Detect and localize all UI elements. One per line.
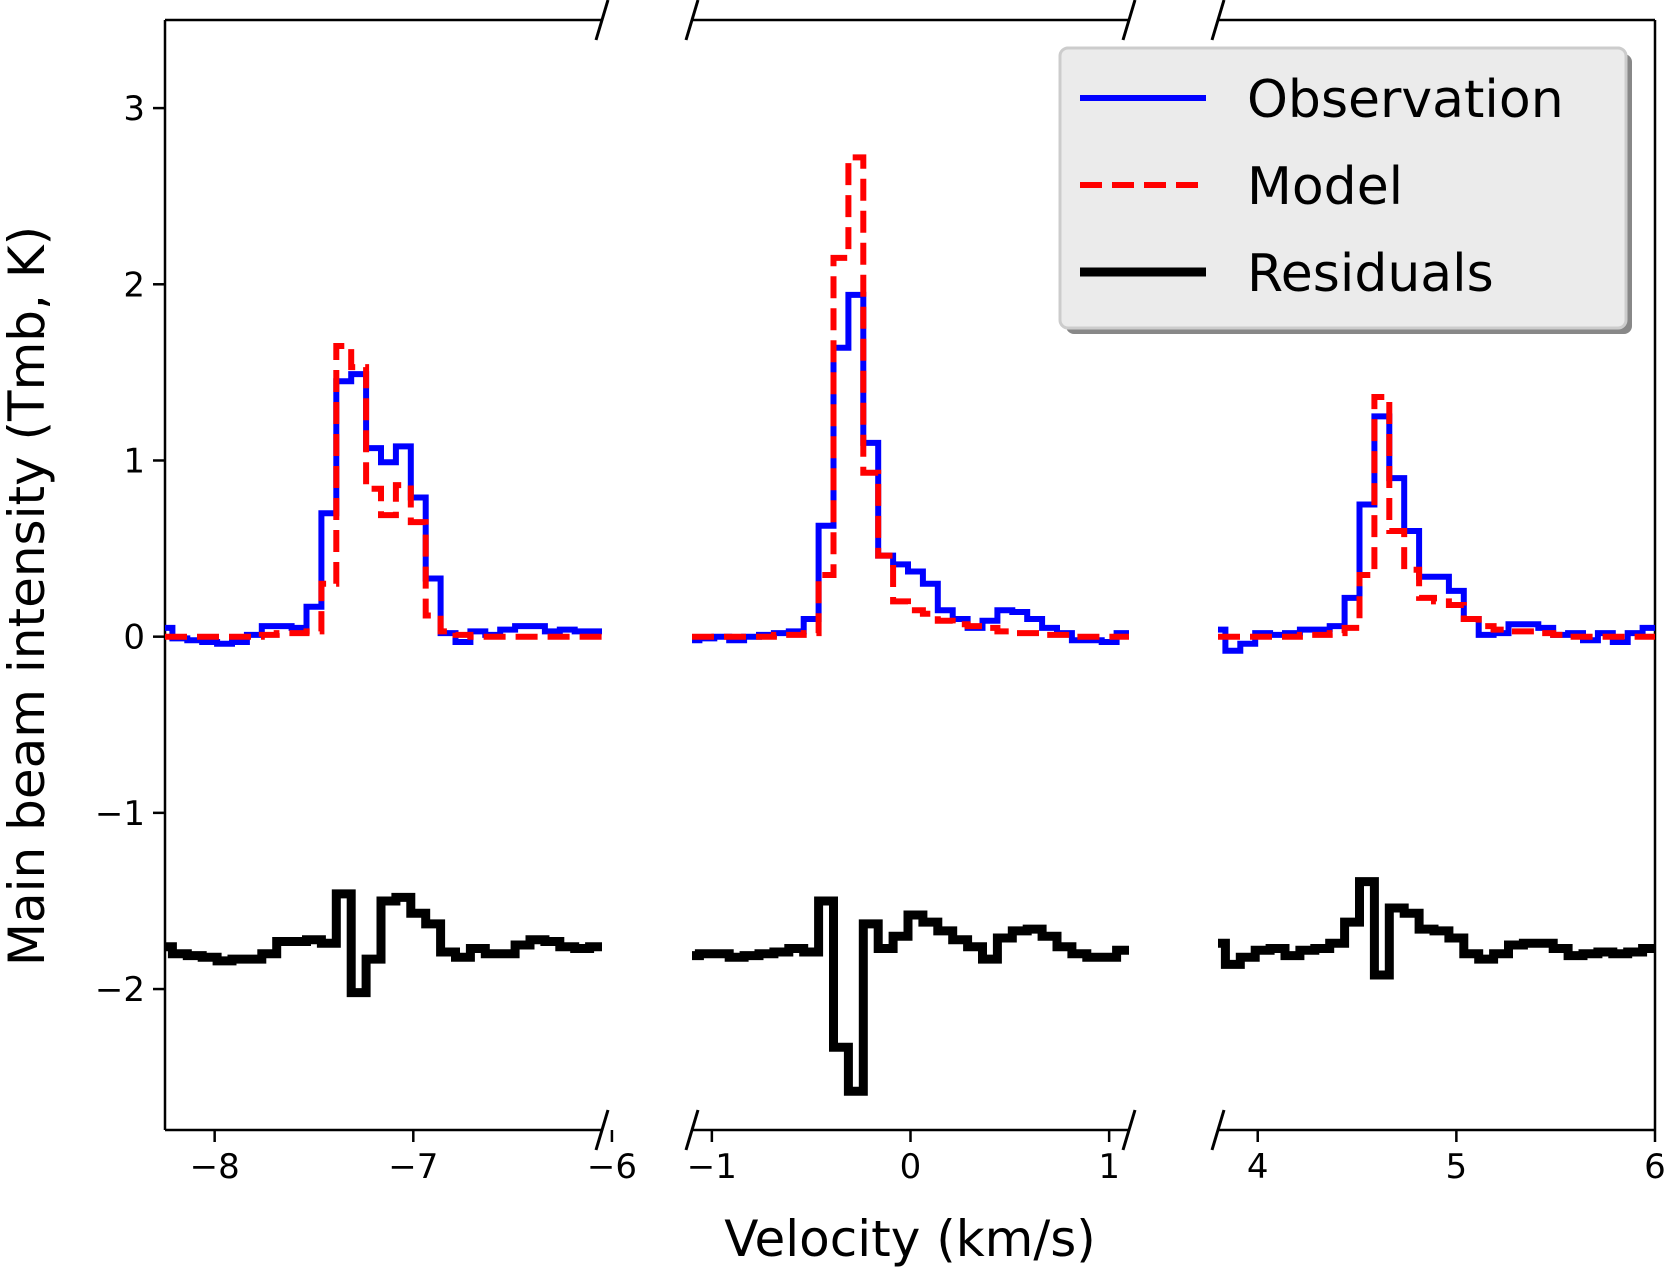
- axis-break-mark: [1121, 0, 1137, 41]
- axis-break-mark: [684, 0, 700, 41]
- x-tick-label: 0: [900, 1147, 922, 1187]
- y-tick-label: 1: [123, 441, 145, 481]
- y-axis: −2 −1 0 1 2 3: [95, 89, 165, 1010]
- panel-3: 4 5 6: [1210, 0, 1665, 1187]
- legend: Observation Model Residuals: [1058, 46, 1632, 334]
- x-tick-label: 4: [1247, 1147, 1269, 1187]
- y-axis-title: Main beam intensity (Tmb, K): [0, 226, 56, 966]
- x-tick-label: 5: [1446, 1147, 1468, 1187]
- y-tick-label: 2: [123, 265, 145, 305]
- residuals-series-line: [165, 889, 602, 998]
- x-tick-label: −1: [687, 1147, 737, 1187]
- residuals-series-line: [1218, 877, 1655, 980]
- x-tick-label: 1: [1098, 1147, 1120, 1187]
- x-tick-label: 6: [1644, 1147, 1665, 1187]
- legend-box: [1058, 46, 1628, 330]
- observation-series-line: [165, 371, 602, 647]
- x-tick-label: −6: [587, 1147, 637, 1187]
- model-series-line: [1218, 394, 1655, 640]
- axis-break-mark: [1121, 1109, 1137, 1151]
- legend-label-model: Model: [1247, 157, 1403, 217]
- panel-1: −8 −7 −6: [163, 0, 637, 1187]
- model-series-line: [692, 154, 1129, 640]
- axis-break-mark: [1210, 0, 1226, 41]
- y-tick-label: −2: [95, 970, 145, 1010]
- panel-2: −1 0 1: [684, 0, 1137, 1187]
- y-tick-label: −1: [95, 794, 145, 834]
- legend-label-residuals: Residuals: [1247, 244, 1494, 304]
- observation-series-line: [1218, 413, 1655, 654]
- axis-break-mark: [684, 1109, 700, 1151]
- legend-label-observation: Observation: [1247, 70, 1564, 130]
- y-tick-label: 3: [123, 89, 145, 129]
- model-series-line: [165, 343, 602, 640]
- y-tick-label: 0: [123, 618, 145, 658]
- plot-panels: −8 −7 −6 −1 0 1 4 5 6: [163, 0, 1665, 1187]
- axis-break-mark: [1210, 1109, 1226, 1151]
- axis-break-mark: [594, 1109, 610, 1151]
- residuals-series-line: [692, 896, 1129, 1096]
- x-axis-title: Velocity (km/s): [724, 1210, 1096, 1268]
- axis-break-mark: [594, 0, 610, 41]
- x-tick-label: −8: [190, 1147, 240, 1187]
- x-tick-label: −7: [388, 1147, 438, 1187]
- observation-series-line: [692, 291, 1129, 645]
